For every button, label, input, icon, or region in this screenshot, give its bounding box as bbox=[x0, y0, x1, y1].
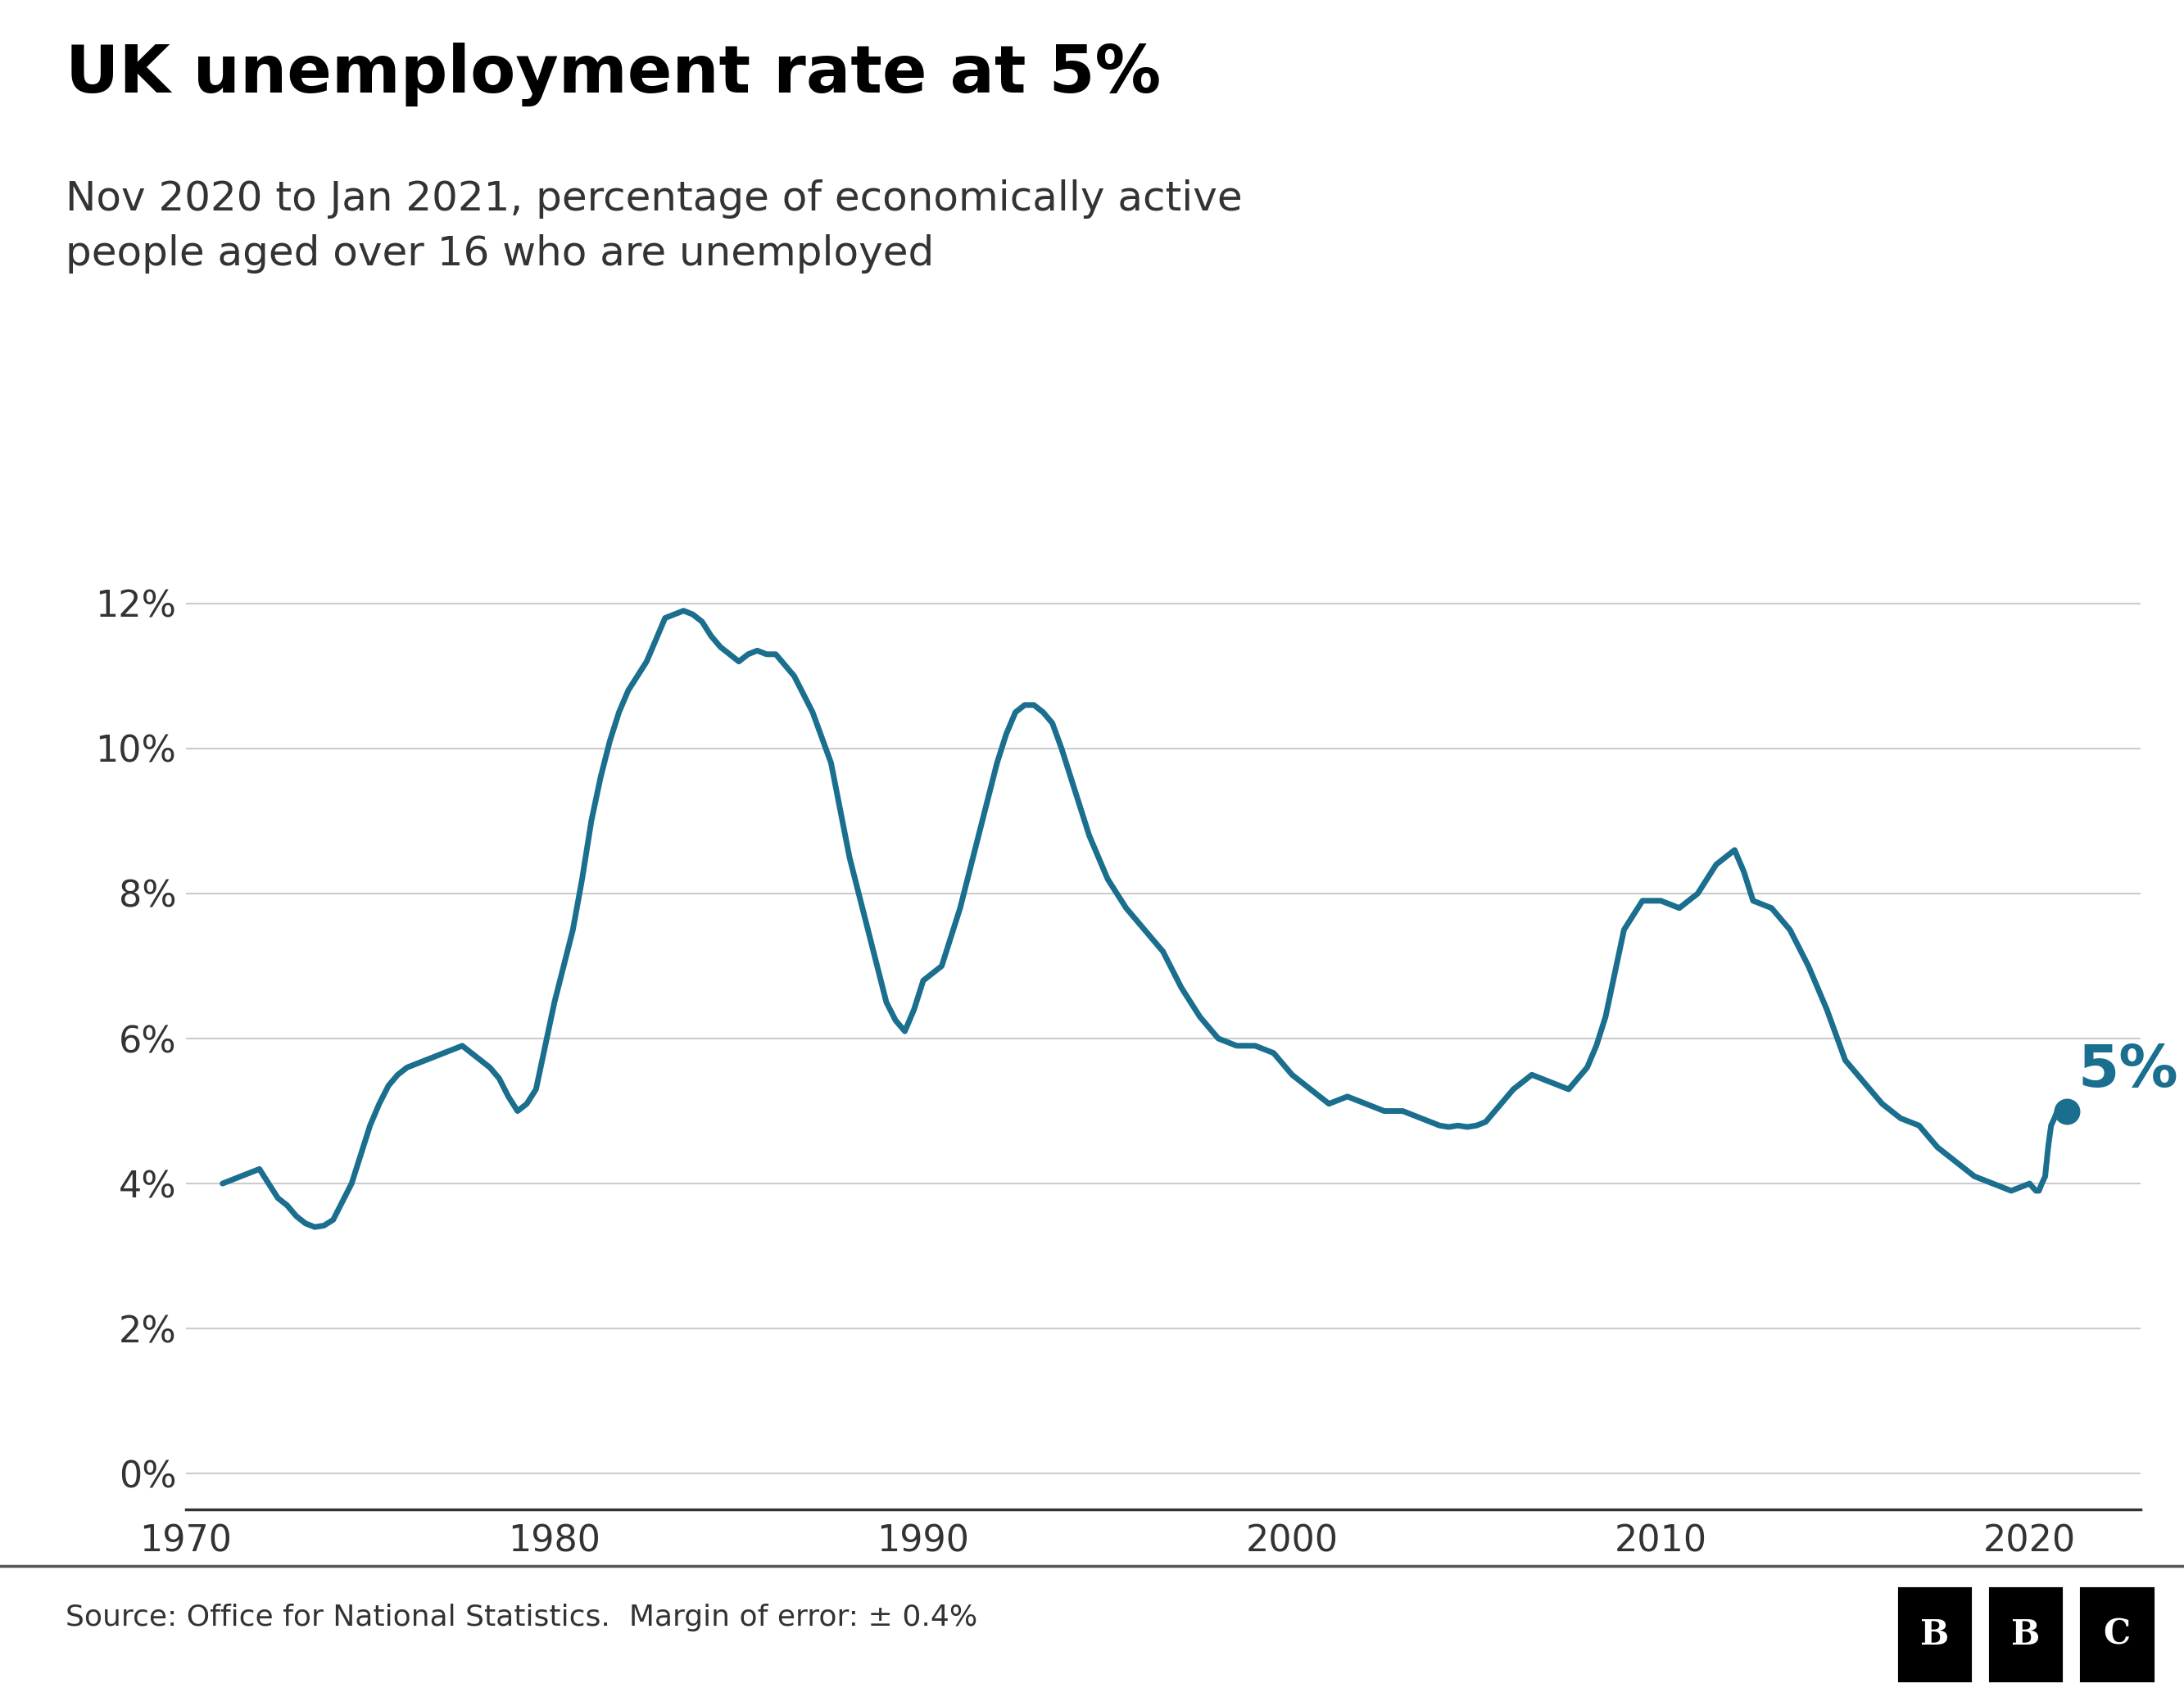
FancyBboxPatch shape bbox=[1896, 1585, 1974, 1684]
FancyBboxPatch shape bbox=[1987, 1585, 2064, 1684]
Text: 5%: 5% bbox=[2077, 1042, 2177, 1099]
Text: C: C bbox=[2103, 1617, 2129, 1651]
Text: B: B bbox=[1920, 1617, 1948, 1651]
Text: Nov 2020 to Jan 2021, percentage of economically active
people aged over 16 who : Nov 2020 to Jan 2021, percentage of econ… bbox=[66, 179, 1243, 273]
Text: Source: Office for National Statistics.  Margin of error: ± 0.4%: Source: Office for National Statistics. … bbox=[66, 1604, 978, 1631]
Text: UK unemployment rate at 5%: UK unemployment rate at 5% bbox=[66, 43, 1162, 106]
Text: B: B bbox=[2011, 1617, 2040, 1651]
FancyBboxPatch shape bbox=[2077, 1585, 2156, 1684]
